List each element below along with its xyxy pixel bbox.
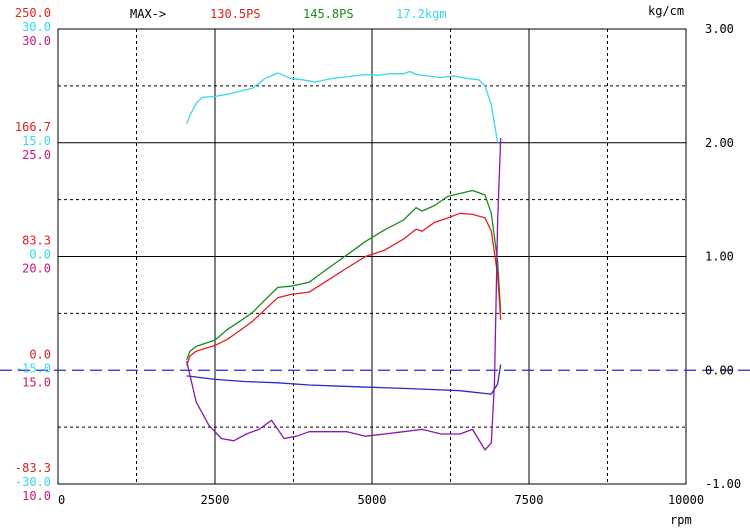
label-layer: 0 2500 5000 7500 10000-1.00 0.00 1.00 2.00 3.00 2…	[15, 6, 741, 507]
left-axis-0-tick-label: -83.3	[15, 461, 51, 475]
left-axis-2-tick-label: 15.0	[22, 375, 51, 389]
right-tick-label: -1.00	[705, 477, 741, 491]
right-tick-label: 1.00	[705, 250, 734, 264]
x-tick-label: 2500	[201, 493, 230, 507]
left-axis-2-tick-label: 25.0	[22, 148, 51, 162]
x-tick-label: 7500	[515, 493, 544, 507]
x-tick-label: 5000	[358, 493, 387, 507]
x-tick-label: 10000	[668, 493, 704, 507]
x-axis-unit: rpm	[670, 513, 692, 527]
left-axis-1-tick-label: 15.0	[22, 134, 51, 148]
left-axis-2-tick-label: 10.0	[22, 489, 51, 503]
left-axis-0-tick-label: 0.0	[29, 347, 51, 361]
right-tick-label: 0.00	[705, 363, 734, 377]
right-tick-label: 3.00	[705, 22, 734, 36]
series-line-4	[186, 138, 502, 451]
left-axis-1-tick-label: -15.0	[15, 361, 51, 375]
series-line-3	[186, 364, 502, 395]
max-value-power-2: 145.8PS	[303, 7, 354, 21]
left-axis-2-tick-label: 30.0	[22, 34, 51, 48]
left-axis-1-tick-label: 30.0	[22, 20, 51, 34]
left-axis-1-tick-label: -30.0	[15, 475, 51, 489]
x-tick-label: 0	[58, 493, 65, 507]
grid-layer	[0, 28, 750, 485]
max-value-power-1: 130.5PS	[210, 7, 261, 21]
left-axis-1-tick-label: 0.0	[29, 248, 51, 262]
left-axis-0-tick-label: 83.3	[22, 234, 51, 248]
max-label: MAX->	[130, 7, 166, 21]
series-line-1	[186, 189, 502, 361]
left-axis-0-tick-label: 166.7	[15, 120, 51, 134]
left-axis-2-tick-label: 20.0	[22, 262, 51, 276]
right-tick-label: 2.00	[705, 136, 734, 150]
series-line-0	[186, 70, 499, 143]
right-axis-unit: kg/cm	[648, 4, 684, 18]
series-line-2	[186, 212, 502, 366]
max-value-torque: 17.2kgm	[396, 7, 447, 21]
left-axis-0-tick-label: 250.0	[15, 6, 51, 20]
series-layer	[186, 70, 502, 451]
